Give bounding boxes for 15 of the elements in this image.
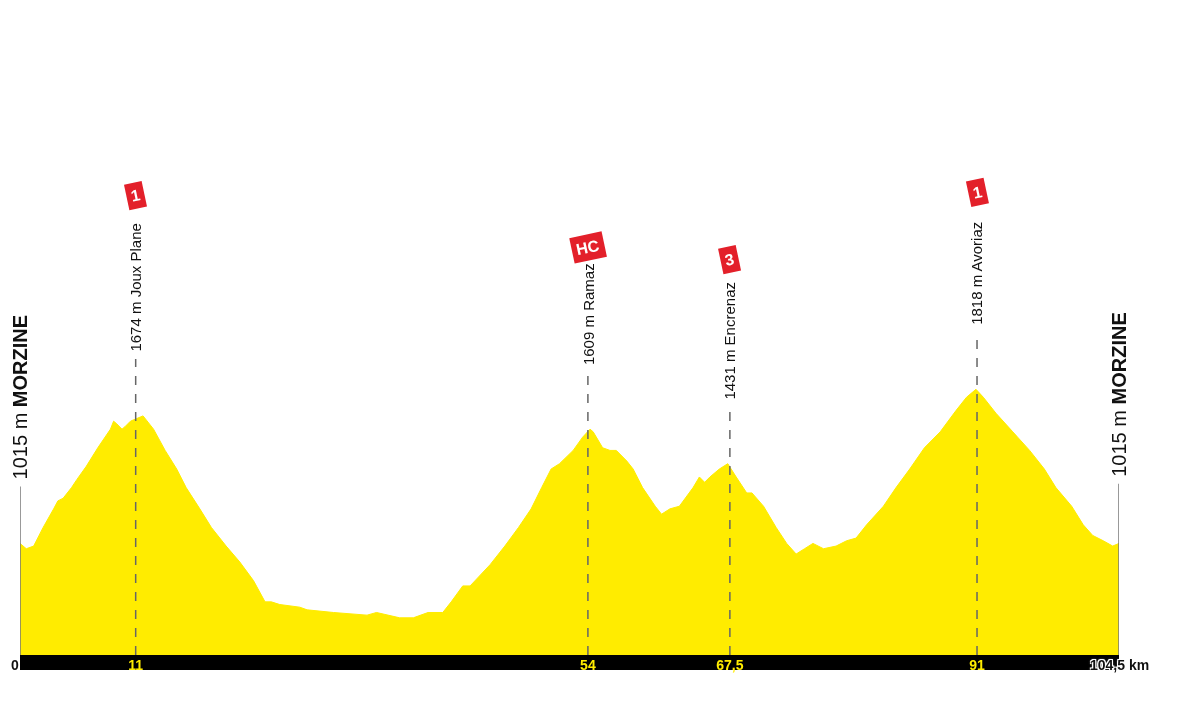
x-tick-label: 54 <box>580 656 596 673</box>
ref-line-label: 1015 m MORZINE <box>1108 312 1131 477</box>
ref-line-label: 1674 m Joux Plane <box>126 223 144 352</box>
text: 1 <box>971 183 984 202</box>
ref-line-label: 1431 m Encrenaz <box>721 282 739 400</box>
text: 1 <box>129 186 142 205</box>
ref-line-label: 1609 m Ramaz <box>579 263 597 366</box>
x-tick-label: 0 <box>11 657 19 673</box>
text: 3 <box>723 250 736 269</box>
ref-line-label: 1818 m Avoriaz <box>968 221 986 325</box>
x-tick-label: 67,5 <box>716 656 744 673</box>
x-tick-label: 11 <box>128 656 144 673</box>
ref-line-label: 1015 m MORZINE <box>8 314 31 480</box>
text: HC <box>574 236 602 259</box>
x-tick-label: 91 <box>969 656 986 673</box>
